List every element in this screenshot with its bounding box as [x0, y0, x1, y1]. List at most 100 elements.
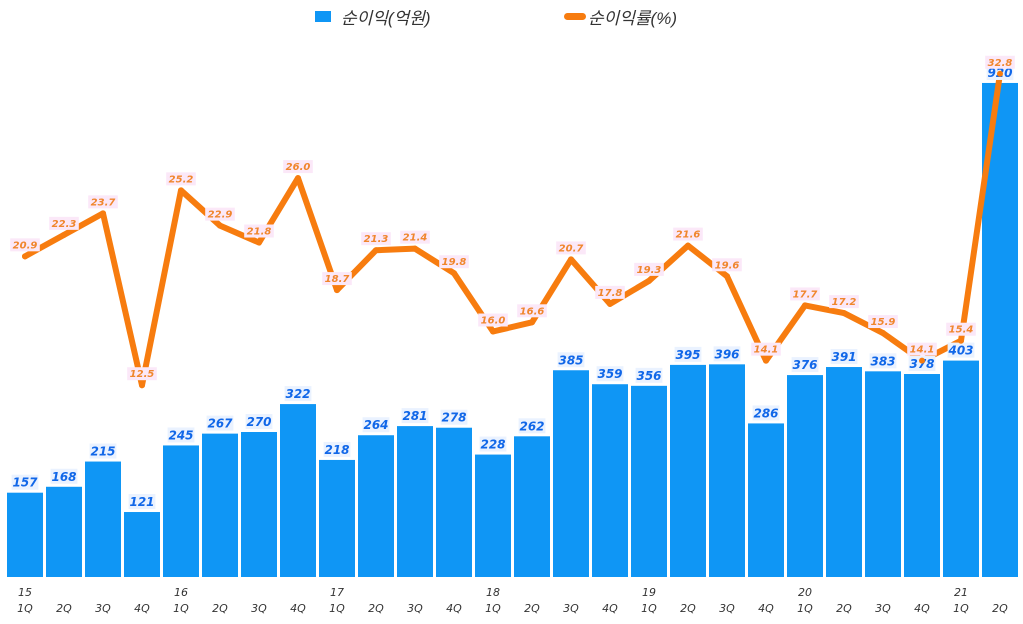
line-point-label-bg [790, 287, 820, 301]
line-point-label-bg [556, 241, 586, 255]
bar-label-bg [635, 367, 663, 383]
line-point [880, 330, 886, 337]
bar-label: 245 [168, 428, 193, 442]
x-year-label: 17 [330, 586, 344, 599]
bar-label: 218 [324, 443, 349, 457]
x-quarter-label: 4Q [290, 602, 306, 615]
line-point-label-bg [595, 285, 625, 299]
bar-label: 376 [792, 358, 817, 372]
line-point [685, 242, 691, 249]
line-point-label-bg [166, 172, 196, 186]
x-quarter-label: 3Q [95, 602, 111, 615]
bar [787, 375, 823, 577]
bar-label: 395 [675, 348, 700, 362]
x-quarter-label: 2Q [836, 602, 852, 615]
x-quarter-label: 4Q [446, 602, 462, 615]
line-point-label-bg [946, 322, 976, 336]
line-point [646, 277, 652, 284]
bar [943, 360, 979, 577]
x-quarter-label: 3Q [875, 602, 891, 615]
bar [670, 364, 706, 577]
bar [46, 486, 82, 577]
x-quarter-label: 1Q [797, 602, 813, 615]
line-point [529, 319, 535, 326]
line-point [919, 357, 925, 364]
line-point-label-bg [517, 304, 547, 318]
line-point-label: 21.4 [403, 233, 428, 244]
line-point [412, 245, 418, 252]
x-quarter-label: 2Q [56, 602, 72, 615]
line-point [568, 256, 574, 263]
bar-label: 378 [909, 357, 934, 371]
x-quarter-label: 2Q [992, 602, 1008, 615]
bar-label: 391 [831, 350, 856, 364]
line-point-label-bg [88, 195, 118, 209]
legend-item-net-margin: 순이익률(%) [564, 4, 677, 29]
x-quarter-label: 3Q [719, 602, 735, 615]
bar [124, 512, 160, 577]
line-point-label: 25.2 [169, 174, 194, 185]
bar-label: 403 [947, 344, 973, 358]
bar [826, 367, 862, 577]
line-point [139, 382, 145, 389]
line-point-label-bg [244, 224, 274, 238]
bar-label: 322 [285, 387, 310, 401]
x-year-label: 20 [798, 586, 812, 599]
line-point-label: 18.7 [325, 274, 350, 285]
bar-label-bg [791, 357, 819, 373]
line-point-label: 19.8 [442, 257, 467, 268]
line-point-label-bg [127, 367, 157, 381]
line-point-label: 22.9 [208, 210, 233, 221]
bar [631, 385, 667, 577]
line-point-label: 26.0 [286, 162, 311, 173]
line-point-label-bg [361, 232, 391, 246]
line-point-label-bg [634, 262, 664, 276]
bar [241, 432, 277, 577]
line-point-label: 21.8 [247, 227, 272, 238]
bar-label-bg [245, 414, 273, 430]
bar-label-bg [713, 346, 741, 362]
bar [280, 404, 316, 577]
x-quarter-label: 3Q [563, 602, 579, 615]
line-point-label-bg [829, 295, 859, 309]
bar-label-bg [128, 494, 156, 510]
line-point [763, 357, 769, 364]
bar-label-bg [50, 468, 78, 484]
line-point-label: 15.4 [949, 325, 974, 336]
line-point [334, 287, 340, 294]
bar [358, 435, 394, 577]
line-point [217, 222, 223, 229]
line-point-label: 17.7 [793, 289, 818, 300]
x-quarter-label: 1Q [329, 602, 345, 615]
bar [514, 436, 550, 577]
bar [7, 492, 43, 577]
line-point-label: 14.1 [754, 345, 779, 356]
legend-label-net-margin: 순이익률(%) [588, 9, 677, 28]
line-point-label-bg [283, 160, 313, 174]
bar-label-bg [947, 342, 975, 358]
x-quarter-label: 4Q [602, 602, 618, 615]
line-point [490, 328, 496, 335]
line-point-label: 19.3 [637, 265, 662, 276]
line-point-label: 20.9 [13, 240, 38, 251]
bar-label-bg [11, 474, 39, 490]
line-point [841, 310, 847, 317]
bar [592, 384, 628, 577]
legend-line-swatch [564, 13, 586, 20]
line-point [100, 210, 106, 217]
line-point-label-bg [439, 255, 469, 269]
line-point-label-bg [712, 258, 742, 272]
x-quarter-label: 1Q [173, 602, 189, 615]
line-point-label-bg [907, 342, 937, 356]
line-point [178, 187, 184, 194]
x-quarter-label: 2Q [524, 602, 540, 615]
line-point-label: 16.0 [481, 316, 506, 327]
bar-label: 157 [12, 476, 38, 490]
legend-label-net-income: 순이익(억원) [341, 9, 431, 28]
bar [553, 370, 589, 577]
line-point [373, 247, 379, 254]
bar [436, 427, 472, 577]
line-point [802, 302, 808, 309]
bar-label: 359 [597, 367, 622, 381]
